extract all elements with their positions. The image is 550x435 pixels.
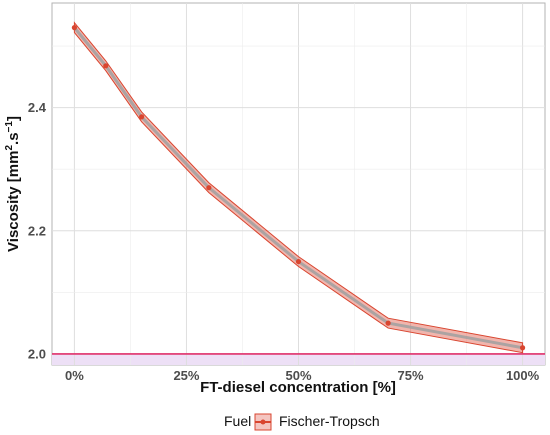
series-layer [71, 21, 526, 354]
x-tick-label: 100% [506, 368, 540, 383]
x-axis-title: FT-diesel concentration [%] [200, 379, 396, 396]
y-axis-title-sup2: −1 [4, 121, 15, 133]
legend: Fuel Fischer-Tropsch [224, 413, 380, 431]
x-tick-labels: 0% 25% 50% 75% 100% [65, 368, 540, 383]
y-axis-title-end: ] [5, 116, 22, 121]
x-tick-label: 0% [65, 368, 84, 383]
x-tick-label: 50% [285, 368, 311, 383]
series-point [103, 63, 109, 69]
series-point [139, 114, 145, 120]
y-tick-labels: 2.0 2.2 2.4 [28, 100, 47, 361]
y-tick-label: 2.0 [28, 346, 46, 361]
y-axis-title: Viscosity [mm2.s−1] [4, 116, 22, 252]
x-tick-label: 75% [398, 368, 424, 383]
y-tick-label: 2.4 [28, 100, 47, 115]
series-point [385, 320, 391, 326]
y-axis-title-main: Viscosity [mm [5, 151, 22, 252]
series-point [519, 345, 526, 351]
y-axis-title-sup1: 2 [4, 145, 15, 151]
x-tick-label: 25% [173, 368, 199, 383]
legend-entry-fischer-tropsch: Fischer-Tropsch [279, 413, 380, 429]
y-tick-label: 2.2 [28, 223, 46, 238]
legend-title: Fuel [224, 413, 251, 429]
legend-key-point [260, 419, 266, 425]
series-point [71, 25, 78, 31]
y-axis-title-mid: .s [5, 132, 22, 145]
series-point [206, 185, 212, 191]
series-point [295, 258, 302, 265]
series-ribbon [73, 21, 524, 354]
